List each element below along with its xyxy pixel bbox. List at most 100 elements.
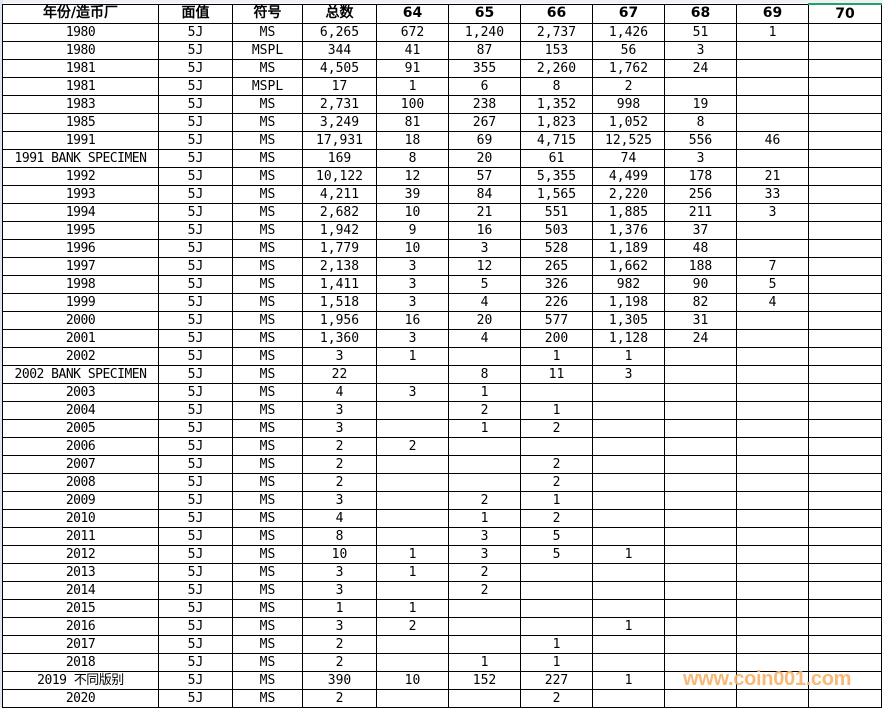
cell[interactable] [808,149,882,168]
cell[interactable] [808,635,882,654]
cell[interactable]: 3 [302,491,377,510]
cell[interactable] [808,365,882,384]
cell[interactable]: 2 [520,419,593,438]
cell[interactable]: 2,682 [302,203,377,222]
cell[interactable]: 2 [592,77,665,96]
cell[interactable]: 1981 [2,59,159,78]
cell[interactable]: MS [232,59,303,78]
cell[interactable] [736,149,809,168]
cell[interactable]: MS [232,653,303,672]
cell[interactable] [520,563,593,582]
cell[interactable] [376,473,449,492]
cell[interactable]: 3 [376,329,449,348]
cell[interactable]: 1,662 [592,257,665,276]
cell[interactable]: 2017 [2,635,159,654]
cell[interactable]: 2,260 [520,59,593,78]
cell[interactable] [376,635,449,654]
cell[interactable]: 1,198 [592,293,665,312]
cell[interactable]: 1,352 [520,95,593,114]
cell[interactable] [808,185,882,204]
cell[interactable] [808,599,882,618]
cell[interactable]: 2 [376,617,449,636]
cell[interactable]: MS [232,437,303,456]
cell[interactable]: 2,737 [520,23,593,42]
cell[interactable]: 5J [158,59,233,78]
cell[interactable] [808,401,882,420]
cell[interactable]: 2009 [2,491,159,510]
cell[interactable]: 1 [376,599,449,618]
cell[interactable]: 5J [158,455,233,474]
cell[interactable]: 5J [158,599,233,618]
cell[interactable] [592,473,665,492]
cell[interactable]: 2,138 [302,257,377,276]
cell[interactable]: 2 [520,509,593,528]
cell[interactable]: 5J [158,473,233,492]
cell[interactable]: 8 [448,365,521,384]
cell[interactable]: 20 [448,149,521,168]
cell[interactable]: 5J [158,221,233,240]
cell[interactable]: 2013 [2,563,159,582]
cell[interactable] [376,401,449,420]
cell[interactable]: MSPL [232,77,303,96]
column-header-7[interactable]: 67 [592,3,665,24]
cell[interactable]: MS [232,617,303,636]
cell[interactable]: 5,355 [520,167,593,186]
cell[interactable]: 21 [448,203,521,222]
cell[interactable]: 8 [302,527,377,546]
cell[interactable]: 4 [736,293,809,312]
cell[interactable]: 24 [664,329,737,348]
cell[interactable] [808,527,882,546]
cell[interactable] [592,635,665,654]
cell[interactable] [808,41,882,60]
cell[interactable]: 5J [158,95,233,114]
cell[interactable]: 6 [448,77,521,96]
cell[interactable]: 1 [592,545,665,564]
cell[interactable]: 4,211 [302,185,377,204]
cell[interactable]: 1980 [2,41,159,60]
cell[interactable]: 9 [376,221,449,240]
cell[interactable]: MS [232,599,303,618]
cell[interactable] [808,455,882,474]
cell[interactable]: 1999 [2,293,159,312]
cell[interactable] [664,77,737,96]
cell[interactable] [592,581,665,600]
cell[interactable]: 5J [158,311,233,330]
cell[interactable]: 5J [158,437,233,456]
cell[interactable]: 1993 [2,185,159,204]
cell[interactable]: 5J [158,275,233,294]
cell[interactable]: MS [232,167,303,186]
cell[interactable] [736,113,809,132]
cell[interactable] [736,599,809,618]
cell[interactable]: 2 [448,491,521,510]
cell[interactable]: 51 [664,23,737,42]
cell[interactable]: 5J [158,419,233,438]
cell[interactable]: 87 [448,41,521,60]
cell[interactable]: 4,505 [302,59,377,78]
cell[interactable]: 12 [448,257,521,276]
column-header-9[interactable]: 69 [736,3,809,24]
cell[interactable]: MS [232,311,303,330]
cell[interactable]: 2011 [2,527,159,546]
cell[interactable] [376,419,449,438]
column-header-1[interactable]: 面值 [158,3,233,24]
cell[interactable]: 12,525 [592,131,665,150]
cell[interactable]: MS [232,257,303,276]
cell[interactable] [520,437,593,456]
cell[interactable]: 1985 [2,113,159,132]
cell[interactable] [736,95,809,114]
cell[interactable] [448,347,521,366]
cell[interactable]: 3 [376,293,449,312]
cell[interactable]: 8 [376,149,449,168]
cell[interactable] [664,347,737,366]
cell[interactable]: 1980 [2,23,159,42]
cell[interactable]: 3 [664,149,737,168]
cell[interactable] [664,617,737,636]
cell[interactable]: 3 [592,365,665,384]
cell[interactable]: 2 [448,563,521,582]
cell[interactable]: 16 [448,221,521,240]
cell[interactable]: 5J [158,635,233,654]
cell[interactable] [520,383,593,402]
cell[interactable]: 69 [448,131,521,150]
cell[interactable]: 551 [520,203,593,222]
cell[interactable]: 2008 [2,473,159,492]
